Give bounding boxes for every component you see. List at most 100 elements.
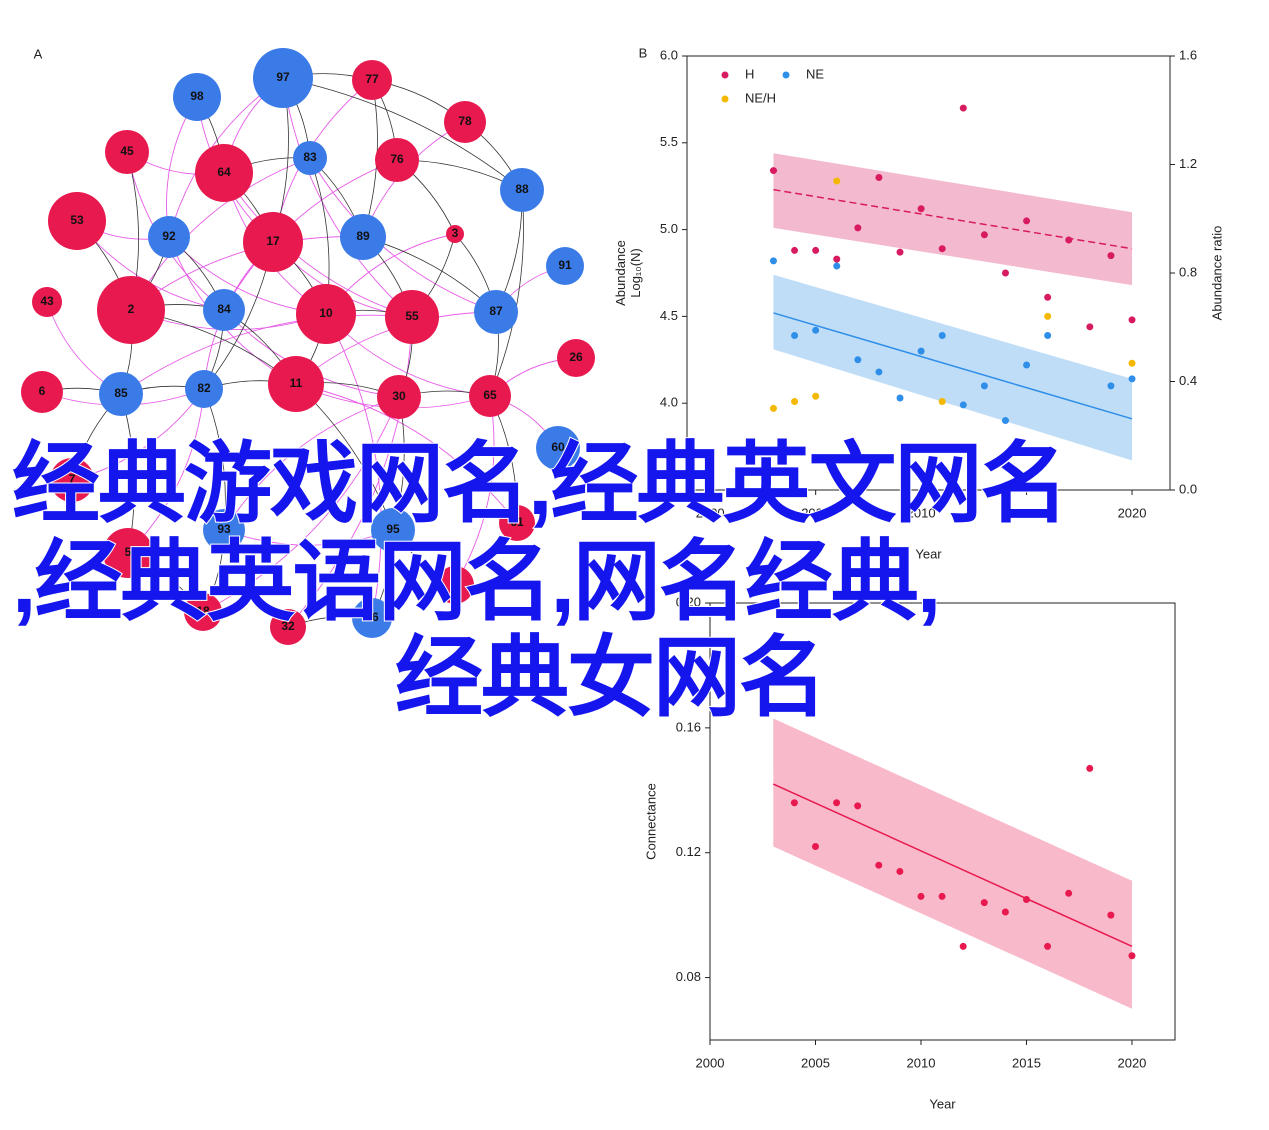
node [375,138,419,182]
fit-line [772,783,1133,948]
data-point [896,394,904,402]
overlay-title: 经典游戏网名,经典英文网名 [11,434,1069,533]
node [103,528,153,578]
legend-label: NE/H [745,90,776,105]
node [385,290,439,344]
node-label: 55 [405,309,419,323]
data-point [854,224,862,232]
node [148,216,190,258]
node [253,48,313,108]
node-label: 85 [114,386,128,400]
data-point [980,899,988,907]
node [546,247,584,285]
node-label: 10 [319,306,333,320]
confidence-band [773,718,1132,1009]
node [185,370,223,408]
node [352,598,392,638]
node-label: 61 [510,515,524,529]
y-axis-label: Log₁₀(N) [628,248,643,298]
legend-marker [721,71,729,79]
data-point [833,177,841,185]
data-point [1128,375,1136,383]
y-tick-label: 5.0 [660,221,678,236]
node-label: 98 [190,89,204,103]
y2-tick-label: 1.2 [1179,156,1197,171]
y2-axis-label: Abundance ratio [1209,226,1224,321]
data-point [1001,417,1009,425]
edge [362,121,466,238]
data-point [769,257,777,265]
data-point [980,231,988,239]
data-point [769,167,777,175]
x-tick-label: 2010 [907,1055,936,1070]
data-point [812,326,820,334]
edge [282,77,523,191]
y-tick-label: 0.12 [676,844,701,859]
edge [223,172,413,318]
node [173,73,221,121]
data-point [1107,382,1115,390]
data-point [1023,217,1031,225]
data-point [1044,942,1052,950]
node-label: 88 [515,182,529,196]
node [499,505,535,541]
data-point [1128,316,1136,324]
edge [120,314,413,395]
node [444,101,486,143]
node-label: 32 [281,619,295,633]
node-label: 3 [452,226,459,240]
node [268,356,324,412]
y2-tick-label: 0.0 [1179,481,1197,496]
node [105,130,149,174]
edge [309,157,497,313]
x-axis-label: Year [929,1096,956,1111]
node-label: 97 [276,70,290,84]
node-label: 7 [69,472,76,486]
plot-frame [709,602,1176,1041]
node-label: 8 [452,577,459,591]
data-point [854,802,862,810]
node [21,371,63,413]
edge [489,189,524,397]
confidence-band [773,274,1133,461]
y-tick-label: 0.16 [676,719,701,734]
y-tick-label: 6.0 [660,47,678,62]
node [340,214,386,260]
node [296,284,356,344]
y2-tick-label: 1.6 [1179,47,1197,62]
node [99,372,143,416]
node-label: 43 [40,294,54,308]
node-label: 65 [483,388,497,402]
data-point [790,799,798,807]
x-tick-label: 2020 [1117,1055,1146,1070]
node [48,192,106,250]
data-point [875,368,883,376]
y2-tick-label: 0.4 [1179,373,1197,388]
node-label: 93 [217,522,231,536]
y-tick-label: 4.0 [660,395,678,410]
node-label: 17 [266,234,280,248]
node [371,508,415,552]
data-point [833,262,841,270]
node [446,225,464,243]
node-label: 83 [303,150,317,164]
data-point [1065,236,1073,244]
node-label: 30 [392,389,406,403]
node [50,458,94,502]
node [293,141,327,175]
y-tick-label: 0.08 [676,969,701,984]
data-point [812,392,820,400]
y-axis-label: Abundance [613,240,628,306]
data-point [1065,889,1073,897]
data-point [917,892,925,900]
x-tick-label: 2000 [696,1055,725,1070]
data-point [791,246,799,254]
node-label: 60 [551,440,565,454]
node [32,287,62,317]
y-tick-label: 5.5 [660,134,678,149]
node-label: 92 [162,229,176,243]
data-point [875,861,883,869]
node [203,289,245,331]
node-label: 26 [569,350,583,364]
